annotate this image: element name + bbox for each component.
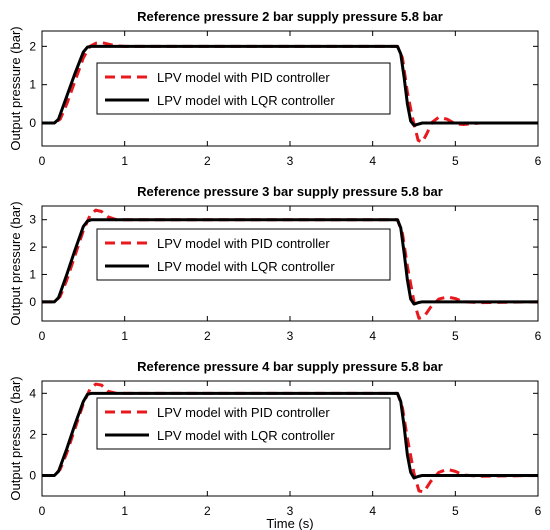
chart-title-3: Reference pressure 4 bar supply pressure… [137, 359, 443, 374]
panel-1: Reference pressure 2 bar supply pressure… [8, 9, 542, 168]
legend-pid-label: LPV model with PID controller [157, 405, 330, 420]
y-tick-label: 2 [29, 427, 36, 441]
legend-1: LPV model with PID controller LPV model w… [96, 62, 391, 115]
x-tick-label: 0 [39, 504, 46, 518]
legend-lqr-label: LPV model with LQR controller [157, 259, 335, 274]
x-tick-label: 6 [535, 329, 542, 343]
legend-box [96, 62, 391, 115]
legend-2: LPV model with PID controller LPV model w… [96, 228, 391, 281]
x-tick-label: 4 [369, 154, 376, 168]
y-tick-label: 1 [29, 78, 36, 92]
x-tick-label: 3 [287, 329, 294, 343]
x-tick-label: 5 [452, 154, 459, 168]
x-tick-label: 4 [369, 329, 376, 343]
lqr-series-line-3 [42, 391, 538, 480]
y-tick-label: 2 [29, 240, 36, 254]
x-tick-label: 6 [535, 504, 542, 518]
legend-box [96, 228, 391, 281]
y-tick-label: 2 [29, 39, 36, 53]
y-tick-label: 0 [29, 116, 36, 130]
x-axis-label: Time (s) [266, 516, 313, 530]
legend-lqr-label: LPV model with LQR controller [157, 428, 335, 443]
y-tick-label: 1 [29, 267, 36, 281]
chart-title-1: Reference pressure 2 bar supply pressure… [137, 9, 443, 24]
x-tick-label: 1 [121, 504, 128, 518]
x-tick-label: 2 [204, 154, 211, 168]
x-tick-label: 0 [39, 329, 46, 343]
x-tick-label: 3 [287, 504, 294, 518]
lqr-series-line-1 [42, 44, 538, 127]
y-tick-label: 0 [29, 468, 36, 482]
x-tick-label: 2 [204, 504, 211, 518]
legend-lqr-label: LPV model with LQR controller [157, 93, 335, 108]
x-tick-label: 1 [121, 154, 128, 168]
y-tick-label: 4 [29, 386, 36, 400]
y-axis-label-3: Output pressure (bar) [8, 376, 23, 500]
x-tick-label: 2 [204, 329, 211, 343]
x-tick-label: 5 [452, 329, 459, 343]
y-axis-label-1: Output pressure (bar) [8, 26, 23, 150]
legend-pid-label: LPV model with PID controller [157, 70, 330, 85]
legend-pid-label: LPV model with PID controller [157, 236, 330, 251]
x-tick-label: 5 [452, 504, 459, 518]
x-tick-label: 3 [287, 154, 294, 168]
legend-box [96, 397, 391, 450]
y-axis-label-2: Output pressure (bar) [8, 201, 23, 325]
x-tick-label: 6 [535, 154, 542, 168]
panel-2: Reference pressure 3 bar supply pressure… [8, 184, 542, 343]
lqr-series-line-2 [42, 218, 538, 306]
y-tick-label: 3 [29, 213, 36, 227]
x-tick-label: 0 [39, 154, 46, 168]
legend-3: LPV model with PID controller LPV model w… [96, 397, 391, 450]
x-tick-label: 1 [121, 329, 128, 343]
x-tick-label: 4 [369, 504, 376, 518]
chart-title-2: Reference pressure 3 bar supply pressure… [137, 184, 443, 199]
panel-3: Reference pressure 4 bar supply pressure… [8, 359, 542, 530]
y-tick-label: 0 [29, 295, 36, 309]
